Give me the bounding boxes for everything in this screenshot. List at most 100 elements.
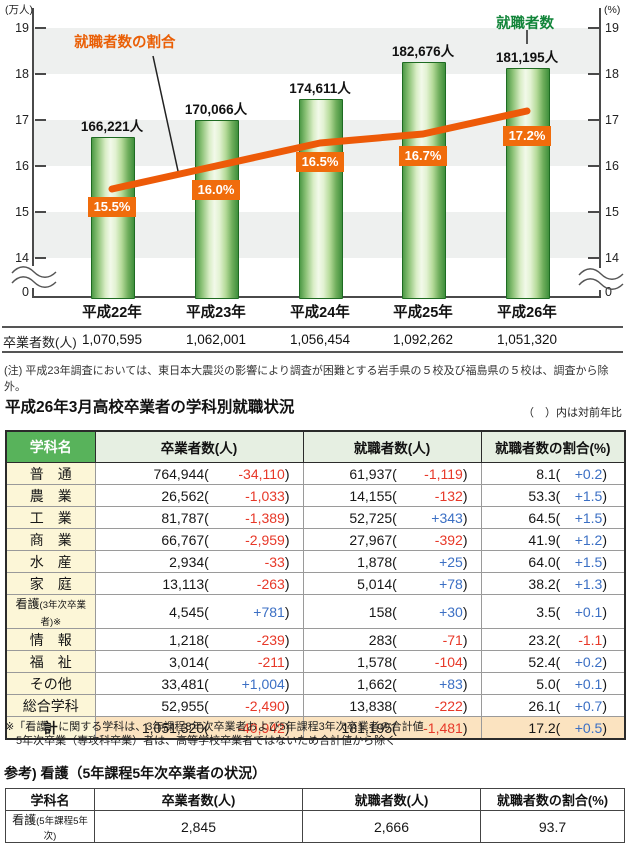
paren-close: ) [284, 697, 290, 714]
rate-cell: 26.1(+0.7) [480, 694, 626, 717]
paren-close: ) [284, 631, 290, 648]
dept-name-cell: 商 業 [5, 528, 96, 551]
graduates-value: 1,070,595 [81, 332, 143, 347]
graduates-cell: 26,562(-1,033) [94, 484, 304, 507]
bar-h22 [91, 137, 135, 299]
rate-change: +1.3 [574, 575, 603, 592]
header-row: 学科名 卒業者数(人) 就職者数(人) 就職者数の割合(%) [5, 430, 626, 463]
paren-open: ( [204, 553, 209, 570]
employed-change: -71 [442, 631, 463, 648]
rate-change: -1.1 [578, 631, 603, 648]
paren-close: ) [462, 675, 468, 692]
rate-series-label: 就職者数の割合 [74, 35, 176, 51]
rate-cell: 8.1(+0.2) [480, 462, 626, 485]
table-row: 普 通 764,944(-34,110) 61,937(-1,119) 8.1(… [5, 462, 626, 485]
paren-open: ( [204, 509, 209, 526]
graduates-cell: 1,051,320(-40,942) [94, 716, 304, 740]
rate-value: 52.4 [528, 653, 556, 670]
graduates-cell: 13,113(-263) [94, 572, 304, 595]
employed-value: 1,578 [357, 653, 393, 670]
paren-open: ( [204, 675, 209, 692]
paren-open: ( [392, 603, 397, 620]
col-header-graduates: 卒業者数(人) [94, 788, 303, 811]
axis-tick [35, 257, 46, 259]
paren-close: ) [284, 465, 290, 482]
col-header-department: 学科名 [5, 788, 95, 811]
paren-close: ) [602, 719, 607, 736]
rate-change: +1.5 [574, 509, 603, 526]
paren-close: ) [462, 575, 468, 592]
graduates-cell: 2,934(-33) [94, 550, 304, 573]
col-header-rate: 就職者数の割合(%) [480, 430, 626, 463]
paren-open: ( [204, 719, 209, 736]
paren-close: ) [284, 653, 290, 670]
paren-open: ( [555, 553, 561, 570]
graduates-change: -40,942 [237, 719, 285, 736]
paren-close: ) [462, 697, 468, 714]
x-label: 平成22年 [82, 305, 142, 321]
paren-open: ( [204, 575, 209, 592]
dept-name-sub: (5年課程5年次) [36, 816, 88, 842]
rate-change: +0.2 [574, 465, 603, 482]
y-tick-label: 15 [605, 205, 619, 219]
rate-change: +0.7 [574, 697, 603, 714]
paren-close: ) [462, 603, 468, 620]
axis-tick [588, 211, 599, 213]
paren-open: ( [204, 631, 209, 648]
graduates-value: 4,545 [169, 603, 205, 620]
employed-cell: 27,967(-392) [302, 528, 482, 551]
divider [2, 351, 623, 353]
y-tick-label: 17 [15, 113, 29, 127]
graduates-value: 81,787 [161, 509, 205, 526]
rate-change: +0.5 [574, 719, 603, 736]
bar-h23 [195, 120, 239, 299]
y-tick-label: 16 [605, 159, 619, 173]
total-row: 計 1,051,320(-40,942) 181,195(-1,481) 17.… [5, 716, 626, 740]
employed-value: 5,014 [357, 575, 393, 592]
employed-change: -104 [434, 653, 463, 670]
employed-value: 61,937 [349, 465, 393, 482]
paren-close: ) [602, 531, 607, 548]
y-tick-label: 14 [605, 251, 619, 265]
rate-cell: 5.0(+0.1) [480, 672, 626, 695]
paren-close: ) [602, 603, 607, 620]
col-header-employed: 就職者数(人) [302, 788, 481, 811]
graduates-change: +1,004 [241, 675, 285, 692]
paren-close: ) [462, 531, 468, 548]
axis-tick [35, 73, 46, 75]
dept-name-cell: 農 業 [5, 484, 96, 507]
employed-value: 27,967 [349, 531, 393, 548]
employed-value: 14,155 [349, 487, 393, 504]
graduates-value: 1,051,320 [496, 332, 558, 347]
paren-close: ) [602, 553, 607, 570]
graduates-cell: 2,845 [94, 810, 303, 843]
graduates-value: 1,218 [169, 631, 205, 648]
dept-name: 計 [43, 719, 58, 736]
paren-close: ) [284, 575, 290, 592]
employed-cell: 13,838(-222) [302, 694, 482, 717]
graduates-value: 33,481 [161, 675, 205, 692]
right-axis [599, 8, 601, 298]
rate-change: +0.2 [574, 653, 603, 670]
dept-name: 看護 [12, 813, 37, 827]
employed-cell: 14,155(-132) [302, 484, 482, 507]
rate-badge: 17.2% [503, 126, 551, 146]
graduates-cell: 3,014(-211) [94, 650, 304, 673]
y-tick-label: 19 [605, 21, 619, 35]
dept-name-cell: 福 祉 [5, 650, 96, 673]
paren-close: ) [602, 575, 607, 592]
y-tick-label: 18 [605, 67, 619, 81]
rate-value: 64.5 [528, 509, 556, 526]
dept-name: 工 業 [29, 509, 72, 526]
paren-close: ) [284, 509, 290, 526]
paren-open: ( [392, 465, 397, 482]
bar-value-label: 181,195人 [495, 50, 559, 65]
dept-name-cell: 看護(5年課程5年次) [5, 810, 95, 843]
axis-tick [588, 27, 599, 29]
dept-name-sub: (3年次卒業者)※ [39, 600, 86, 628]
graduates-cell: 52,955(-2,490) [94, 694, 304, 717]
graduates-cell: 1,218(-239) [94, 628, 304, 651]
axis-tick [588, 119, 599, 121]
department-employment-table: 学科名 卒業者数(人) 就職者数(人) 就職者数の割合(%) 普 通 764,9… [5, 430, 626, 740]
rate-badge: 16.5% [296, 152, 344, 172]
